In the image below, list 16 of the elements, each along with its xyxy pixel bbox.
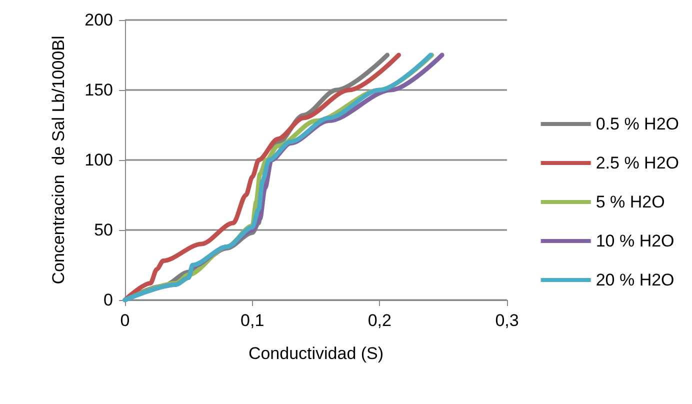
legend-label: 5 % H2O [596, 192, 665, 212]
y-axis-title: Concentracion de Sal Lb/1000Bl [49, 36, 68, 284]
x-tick-label: 0,2 [368, 311, 392, 330]
x-tick-label: 0,3 [495, 311, 519, 330]
legend-label: 20 % H2O [596, 270, 674, 290]
legend-label: 10 % H2O [596, 232, 674, 250]
y-tick-label: 200 [84, 10, 113, 30]
x-tick-label: 0 [120, 311, 130, 330]
x-tick-label: 0,1 [240, 311, 264, 330]
y-tick-label: 100 [84, 150, 113, 170]
y-tick-label: 150 [84, 80, 113, 100]
legend-label: 0.5 % H2O [596, 114, 680, 134]
legend-label: 2.5 % H2O [596, 154, 680, 172]
x-axis-title: Conductividad (S) [248, 344, 384, 363]
y-tick-label: 50 [94, 220, 113, 240]
y-tick-label: 0 [104, 290, 113, 310]
